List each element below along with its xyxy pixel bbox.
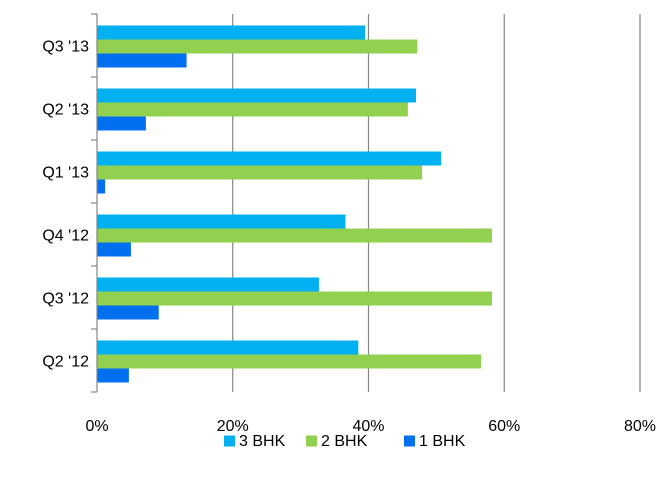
x-tick-label: 40% — [352, 418, 384, 435]
bar-2-bhk-0 — [97, 354, 482, 369]
bar-3-bhk-0 — [97, 340, 359, 355]
y-tick-label: Q3 '12 — [42, 291, 89, 308]
bar-1-bhk-2 — [97, 242, 131, 257]
bar-1-bhk-0 — [97, 368, 129, 383]
bar-2-bhk-5 — [97, 39, 418, 54]
legend: 3 BHK 2 BHK 1 BHK — [224, 433, 466, 450]
bar-2-bhk-2 — [97, 228, 493, 243]
bar-2-bhk-4 — [97, 102, 408, 117]
y-tick-label: Q2 '13 — [42, 102, 89, 119]
y-tick-label: Q2 '12 — [42, 354, 89, 371]
bar-3-bhk-2 — [97, 214, 346, 229]
bar-1-bhk-3 — [97, 179, 106, 194]
legend-label: 2 BHK — [321, 433, 368, 450]
bars — [97, 25, 493, 383]
bar-1-bhk-1 — [97, 305, 159, 320]
legend-swatch-1-bhk — [404, 435, 415, 447]
bar-2-bhk-3 — [97, 165, 423, 180]
x-tick-label: 80% — [624, 418, 656, 435]
bar-3-bhk-5 — [97, 25, 366, 40]
legend-label: 1 BHK — [419, 433, 466, 450]
y-tick-label: Q4 '12 — [42, 228, 89, 245]
bar-2-bhk-1 — [97, 291, 493, 306]
x-tick-label: 20% — [217, 418, 249, 435]
bar-3-bhk-1 — [97, 277, 319, 292]
legend-swatch-3-bhk — [224, 435, 235, 447]
bar-1-bhk-4 — [97, 116, 146, 131]
legend-label: 3 BHK — [239, 433, 286, 450]
bar-3-bhk-4 — [97, 88, 417, 103]
y-tick-label: Q3 '13 — [42, 39, 89, 56]
bar-1-bhk-5 — [97, 53, 187, 68]
legend-swatch-2-bhk — [306, 435, 317, 447]
axes: 0% 20% 40% 60% 80% Q2 '12 Q3 '12 Q4 '12 Q1 '13 Q2… — [42, 13, 656, 435]
gridlines — [232, 14, 641, 392]
y-tick-label: Q1 '13 — [42, 165, 89, 182]
bar-3-bhk-3 — [97, 151, 442, 166]
x-tick-label: 60% — [488, 418, 520, 435]
x-tick-label: 0% — [85, 418, 108, 435]
